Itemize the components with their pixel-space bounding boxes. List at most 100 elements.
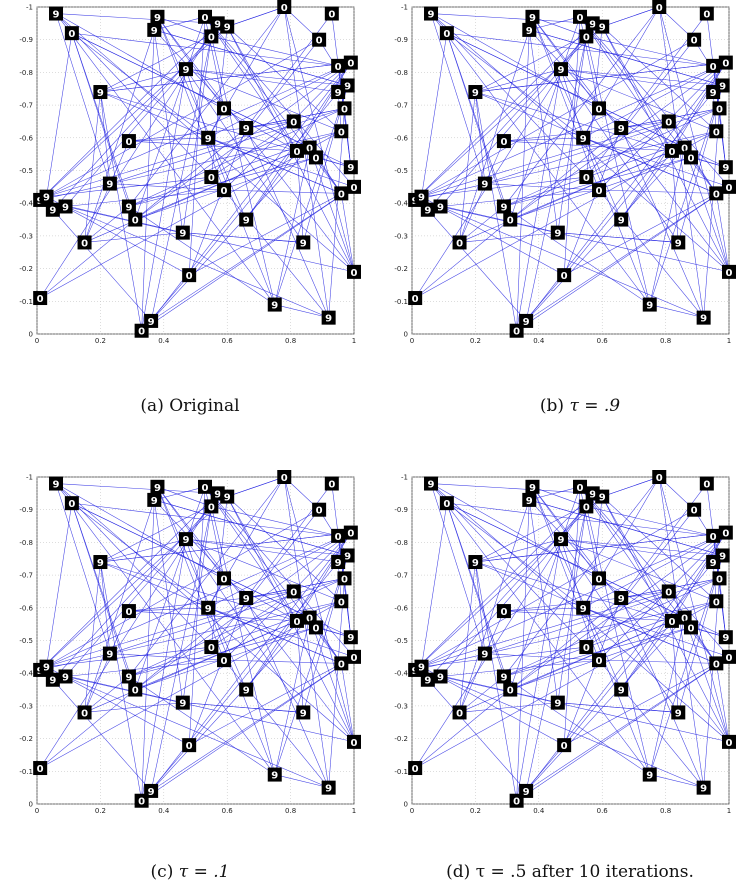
graph-edge xyxy=(415,131,717,299)
digit-node: 0 xyxy=(683,150,698,165)
graph-edge xyxy=(599,659,717,664)
graph-edge xyxy=(703,578,720,788)
digit-label: 9 xyxy=(347,633,354,644)
x-tick-label: 0.4 xyxy=(533,337,545,345)
graph-edge xyxy=(189,186,355,276)
graph-edge xyxy=(211,39,320,178)
digit-node: 0 xyxy=(661,114,676,129)
digit-label: 9 xyxy=(183,65,190,76)
digit-label: 9 xyxy=(224,493,231,504)
digit-node: 9 xyxy=(525,9,540,24)
digit-node: 0 xyxy=(286,584,301,599)
graph-edge xyxy=(440,659,600,677)
caption-b-label: (b) xyxy=(539,396,565,416)
digit-label: 9 xyxy=(618,124,625,135)
graph-edge xyxy=(226,26,298,152)
digit-node: 0 xyxy=(134,323,149,338)
graph-edge xyxy=(620,13,708,129)
graph-edge xyxy=(503,627,692,677)
graph-edge xyxy=(560,68,714,93)
digit-label: 9 xyxy=(722,633,729,644)
graph-edge xyxy=(65,206,329,318)
graph-edge xyxy=(414,26,603,201)
digit-label: 9 xyxy=(554,229,561,240)
digit-node: 0 xyxy=(573,479,588,494)
digit-node: 9 xyxy=(201,130,216,145)
digit-node: 9 xyxy=(201,600,216,615)
graph-edge xyxy=(602,26,717,132)
digit-node: 9 xyxy=(671,705,686,720)
digit-thumbnail xyxy=(182,738,197,753)
digit-node: 9 xyxy=(121,199,136,214)
digit-label: 0 xyxy=(341,104,348,115)
digit-label: 0 xyxy=(456,708,463,719)
digit-node: 0 xyxy=(334,124,349,139)
digit-node: 0 xyxy=(217,183,232,198)
y-tick-label: -0.6 xyxy=(394,134,408,142)
node-group: 9099099000090099090090900009009009999909… xyxy=(408,470,736,808)
plot-c: 0 0.2 0.4 0.6 0.8 1 -1 -0.9 -0.8 -0.7 -0.6 -0.5 -0.4… xyxy=(19,470,361,815)
digit-thumbnail xyxy=(331,85,346,100)
digit-label: 9 xyxy=(529,483,536,494)
digit-label: 9 xyxy=(151,26,158,37)
digit-node: 9 xyxy=(102,646,117,661)
graph-edge xyxy=(601,496,673,622)
digit-node: 0 xyxy=(331,528,346,543)
digit-node: 0 xyxy=(134,793,149,808)
digit-node: 0 xyxy=(683,620,698,635)
x-tick-label: 0 xyxy=(410,337,414,345)
digit-node: 0 xyxy=(343,55,358,70)
graph-edge xyxy=(586,36,714,67)
graph-edge xyxy=(586,506,651,775)
graph-edge xyxy=(430,483,650,775)
digit-node: 9 xyxy=(343,630,358,645)
digit-thumbnail xyxy=(64,496,79,511)
graph-edge xyxy=(154,16,206,31)
graph-edge xyxy=(440,676,704,788)
graph-edge xyxy=(128,108,345,207)
graph-edge xyxy=(529,486,581,501)
graph-edge xyxy=(620,483,708,599)
panel-d: 0 0.2 0.4 0.6 0.8 1 -1 -0.9 -0.8 -0.7 -0.6 -0.5 -0.4… xyxy=(375,470,743,818)
digit-thumbnail xyxy=(134,323,149,338)
digit-node: 0 xyxy=(64,26,79,41)
digit-node: 9 xyxy=(718,160,733,175)
digit-thumbnail xyxy=(331,58,346,73)
digit-thumbnail xyxy=(496,134,511,149)
graph-edge xyxy=(582,6,660,138)
digit-thumbnail xyxy=(102,176,117,191)
digit-node: 9 xyxy=(102,176,117,191)
caption-d-text: τ = .5 after 10 iterations. xyxy=(475,862,694,882)
graph-edge xyxy=(141,29,155,331)
graph-edge xyxy=(84,206,130,243)
digit-thumbnail xyxy=(45,202,60,217)
graph-edge xyxy=(40,601,342,769)
graph-edge xyxy=(516,186,730,331)
digit-node: 0 xyxy=(722,734,736,749)
digit-thumbnail xyxy=(522,492,537,507)
y-tick-label: -0.9 xyxy=(19,36,33,44)
graph-edge xyxy=(309,147,355,272)
digit-thumbnail xyxy=(709,124,724,139)
graph-edge xyxy=(154,499,348,556)
digit-thumbnail xyxy=(477,646,492,661)
digit-label: 0 xyxy=(81,238,88,249)
graph-edge xyxy=(157,16,247,220)
graph-edge xyxy=(71,32,339,67)
node-group: 9099099000090099090090900009009009999909… xyxy=(33,470,361,808)
graph-edge xyxy=(475,561,517,801)
graph-edge xyxy=(100,532,351,563)
x-tick-label: 0.6 xyxy=(597,337,609,345)
digit-thumbnail xyxy=(312,32,327,47)
digit-label: 9 xyxy=(710,88,717,99)
node-group: 9099099000090099090090900009009009999909… xyxy=(33,0,361,338)
digit-thumbnail xyxy=(664,143,679,158)
graph-edge xyxy=(421,33,448,197)
graph-edge xyxy=(337,65,352,168)
graph-edge xyxy=(100,561,111,654)
digit-label: 0 xyxy=(125,137,132,148)
digit-node: 0 xyxy=(204,170,219,185)
digit-node: 9 xyxy=(614,682,629,697)
graph-edge xyxy=(430,13,650,305)
digit-node: 0 xyxy=(557,268,572,283)
